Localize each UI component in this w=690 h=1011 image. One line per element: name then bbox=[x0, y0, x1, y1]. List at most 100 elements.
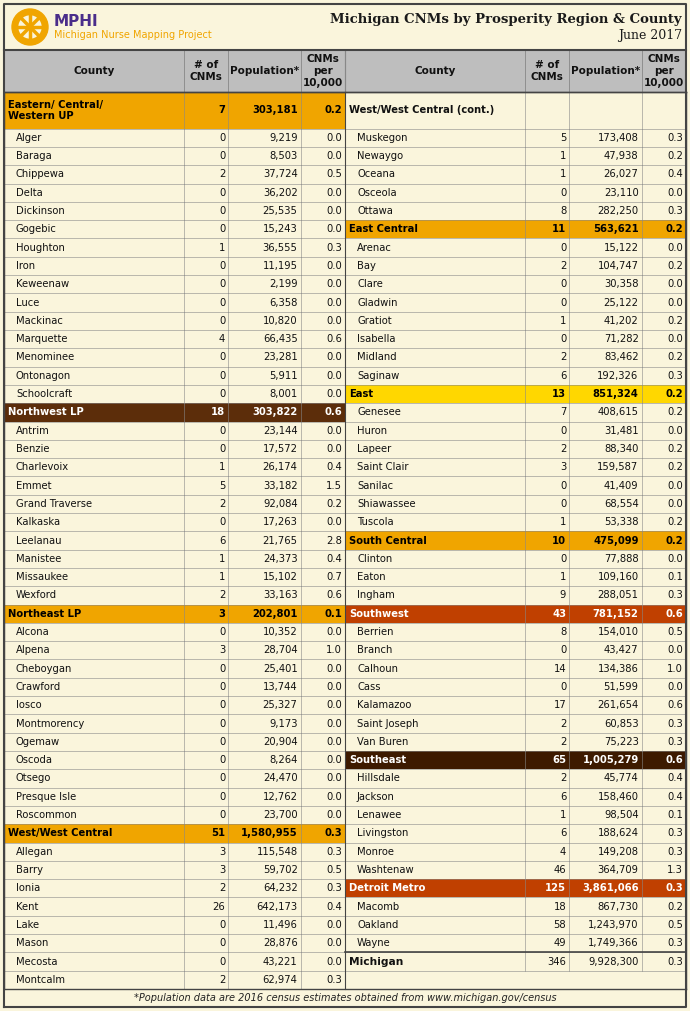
Text: 851,324: 851,324 bbox=[593, 389, 639, 399]
Bar bbox=[4, 532, 345, 550]
Text: 0.0: 0.0 bbox=[326, 371, 342, 381]
Text: 71,282: 71,282 bbox=[604, 334, 639, 344]
Text: 0.0: 0.0 bbox=[667, 480, 683, 490]
Bar bbox=[4, 422, 345, 440]
Bar bbox=[4, 239, 345, 257]
Text: 1,243,970: 1,243,970 bbox=[588, 920, 639, 930]
Text: 0.2: 0.2 bbox=[326, 498, 342, 509]
Bar bbox=[345, 934, 686, 952]
Text: 125: 125 bbox=[545, 884, 566, 894]
Text: 642,173: 642,173 bbox=[257, 902, 297, 912]
Text: Menominee: Menominee bbox=[16, 353, 75, 362]
Text: Grand Traverse: Grand Traverse bbox=[16, 498, 92, 509]
Text: Genesee: Genesee bbox=[357, 407, 401, 418]
Text: Luce: Luce bbox=[16, 297, 39, 307]
Text: 408,615: 408,615 bbox=[598, 407, 639, 418]
Bar bbox=[345, 860, 686, 880]
Bar bbox=[345, 586, 686, 605]
Text: 59,702: 59,702 bbox=[263, 865, 297, 875]
Text: 17,572: 17,572 bbox=[263, 444, 297, 454]
Bar bbox=[345, 751, 686, 769]
Text: 47,938: 47,938 bbox=[604, 151, 639, 161]
Text: Antrim: Antrim bbox=[16, 426, 50, 436]
Text: 51: 51 bbox=[211, 828, 225, 838]
Text: 8,001: 8,001 bbox=[269, 389, 297, 399]
Bar bbox=[4, 659, 345, 677]
Text: 11,496: 11,496 bbox=[263, 920, 297, 930]
Text: Alger: Alger bbox=[16, 132, 42, 143]
Bar bbox=[4, 971, 345, 989]
Text: 0: 0 bbox=[219, 810, 225, 820]
Text: 21,765: 21,765 bbox=[263, 536, 297, 546]
Bar bbox=[345, 659, 686, 677]
Text: 867,730: 867,730 bbox=[598, 902, 639, 912]
Text: 0.0: 0.0 bbox=[326, 224, 342, 235]
Text: June 2017: June 2017 bbox=[618, 28, 682, 41]
Text: 64,232: 64,232 bbox=[263, 884, 297, 894]
Text: 0.3: 0.3 bbox=[326, 975, 342, 985]
Bar bbox=[345, 128, 686, 147]
Text: 15,243: 15,243 bbox=[263, 224, 297, 235]
Text: 60,853: 60,853 bbox=[604, 719, 639, 729]
Text: 0.2: 0.2 bbox=[667, 261, 683, 271]
Bar bbox=[4, 751, 345, 769]
Text: 0.2: 0.2 bbox=[667, 353, 683, 362]
Text: 1: 1 bbox=[560, 572, 566, 582]
Text: 7: 7 bbox=[218, 105, 225, 115]
Text: 0.3: 0.3 bbox=[326, 243, 342, 253]
Text: 0.0: 0.0 bbox=[326, 719, 342, 729]
Text: Saint Clair: Saint Clair bbox=[357, 462, 408, 472]
Text: 0.3: 0.3 bbox=[667, 132, 683, 143]
Text: 0: 0 bbox=[219, 389, 225, 399]
Text: Ogemaw: Ogemaw bbox=[16, 737, 60, 747]
Bar bbox=[345, 916, 686, 934]
Text: 0.0: 0.0 bbox=[667, 243, 683, 253]
Text: 18: 18 bbox=[211, 407, 225, 418]
Text: 15,102: 15,102 bbox=[263, 572, 297, 582]
Text: 0.2: 0.2 bbox=[667, 151, 683, 161]
Text: 0.6: 0.6 bbox=[667, 701, 683, 711]
Text: 0.2: 0.2 bbox=[665, 536, 683, 546]
Text: 0.2: 0.2 bbox=[667, 518, 683, 527]
Text: 0.3: 0.3 bbox=[667, 206, 683, 216]
Text: 0: 0 bbox=[560, 554, 566, 564]
Text: 0.2: 0.2 bbox=[324, 105, 342, 115]
Bar bbox=[345, 385, 686, 403]
Bar bbox=[345, 769, 686, 788]
Text: 188,624: 188,624 bbox=[598, 828, 639, 838]
Text: County: County bbox=[73, 66, 115, 76]
Text: 0.3: 0.3 bbox=[667, 371, 683, 381]
Text: 25,535: 25,535 bbox=[263, 206, 297, 216]
Text: Southeast: Southeast bbox=[349, 755, 406, 765]
Text: Mason: Mason bbox=[16, 938, 48, 948]
Text: 0.4: 0.4 bbox=[326, 462, 342, 472]
Text: Eaton: Eaton bbox=[357, 572, 386, 582]
Bar bbox=[4, 860, 345, 880]
Text: 475,099: 475,099 bbox=[593, 536, 639, 546]
Text: 0.0: 0.0 bbox=[326, 810, 342, 820]
Bar bbox=[4, 275, 345, 293]
Text: 6,358: 6,358 bbox=[269, 297, 297, 307]
Text: Gratiot: Gratiot bbox=[357, 315, 392, 326]
Text: 134,386: 134,386 bbox=[598, 663, 639, 673]
Text: Lenawee: Lenawee bbox=[357, 810, 402, 820]
Text: 0.0: 0.0 bbox=[326, 755, 342, 765]
Bar bbox=[345, 422, 686, 440]
Text: Eastern/ Central/
Western UP: Eastern/ Central/ Western UP bbox=[8, 99, 103, 121]
Text: 0.0: 0.0 bbox=[667, 426, 683, 436]
Text: 0.0: 0.0 bbox=[326, 773, 342, 784]
Text: 8: 8 bbox=[560, 206, 566, 216]
Text: Barry: Barry bbox=[16, 865, 43, 875]
Text: Gladwin: Gladwin bbox=[357, 297, 397, 307]
Text: Saginaw: Saginaw bbox=[357, 371, 400, 381]
Text: 3: 3 bbox=[560, 462, 566, 472]
Bar bbox=[345, 641, 686, 659]
Text: 0.0: 0.0 bbox=[326, 701, 342, 711]
Text: 0.3: 0.3 bbox=[667, 590, 683, 601]
Text: 0.0: 0.0 bbox=[667, 682, 683, 692]
Text: 0.7: 0.7 bbox=[326, 572, 342, 582]
Text: 2: 2 bbox=[560, 719, 566, 729]
Text: Tuscola: Tuscola bbox=[357, 518, 393, 527]
Text: Mackinac: Mackinac bbox=[16, 315, 63, 326]
Bar bbox=[4, 842, 345, 860]
